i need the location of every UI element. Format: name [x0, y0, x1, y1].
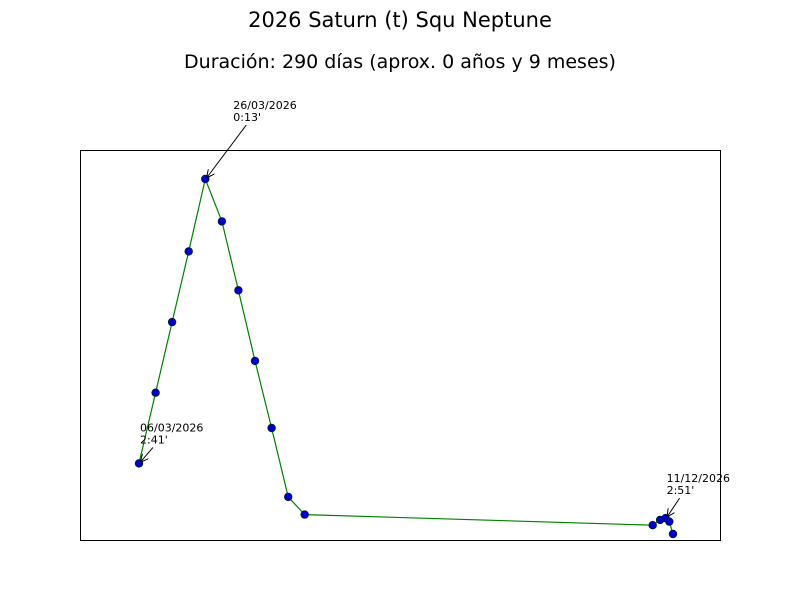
annotation-date: 11/12/2026: [667, 472, 730, 485]
annotation-value: 0:13': [233, 111, 261, 124]
data-point: [234, 286, 243, 295]
chart-title: 2026 Saturn (t) Squ Neptune: [248, 8, 552, 32]
data-point: [250, 356, 260, 366]
data-point: [300, 510, 309, 519]
data-point: [267, 423, 276, 433]
annotation-value: 2:41': [140, 433, 168, 446]
data-point: [284, 492, 293, 502]
plot-frame: [80, 150, 721, 541]
data-point: [167, 317, 177, 327]
data-point: [184, 247, 193, 256]
annotation-arrow: [668, 497, 681, 516]
annotation-value: 2:51': [667, 484, 695, 497]
series-layer: [134, 174, 678, 539]
data-point: [665, 517, 674, 526]
data-point: [648, 521, 657, 530]
annotation-date: 06/03/2026: [140, 421, 203, 434]
annotation-arrow: [207, 124, 247, 177]
data-point: [668, 529, 678, 539]
chart-subtitle: Duración: 290 días (aprox. 0 años y 9 me…: [184, 51, 616, 73]
data-point: [217, 217, 227, 226]
annotation-arrow: [141, 447, 154, 461]
series-line: [138, 176, 674, 535]
annotation-date: 26/03/2026: [233, 99, 296, 112]
data-point: [151, 388, 160, 397]
